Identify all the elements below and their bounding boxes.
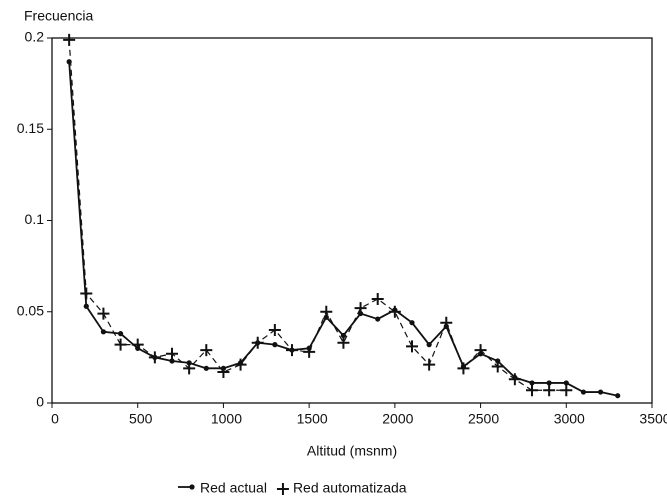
point [234,358,247,371]
point [526,384,538,397]
legend-label: Red automatizada [293,480,407,496]
point [251,336,264,349]
point [529,380,535,386]
y-tick-label: 0.05 [17,302,44,318]
point [183,362,196,375]
x-tick-label: 2000 [382,411,413,427]
point [474,344,487,357]
legend-label: Red actual [200,480,267,496]
point [440,316,453,329]
x-tick-label: 0 [51,411,59,427]
x-tick-label: 1000 [211,411,242,427]
y-tick-label: 0.15 [17,120,44,136]
point [388,305,401,318]
point [169,358,175,364]
point [375,316,381,322]
point [597,389,604,395]
point [148,351,161,364]
point [200,344,213,357]
point [546,380,552,386]
point [83,303,89,309]
point [131,338,144,351]
point [63,33,76,46]
point [97,307,110,320]
point [100,329,107,335]
y-tick-label: 0.1 [25,211,45,227]
point [114,338,127,351]
y-axis-label: Frecuencia [24,8,93,24]
x-axis-label: Altitud (msnm) [307,443,397,459]
point [580,389,587,395]
point [406,340,418,353]
point [354,302,367,315]
point [423,358,436,371]
point [203,365,209,371]
point [491,360,504,373]
point [371,292,384,305]
point [217,365,230,378]
point [560,384,573,397]
point [426,342,432,348]
x-tick-label: 2500 [468,411,499,427]
point [303,345,316,358]
x-tick-label: 3000 [554,411,585,427]
point [337,336,350,349]
legend-marker [189,484,195,490]
legend-marker [276,483,289,495]
point [320,305,333,318]
x-tick-label: 3500 [639,411,667,427]
point [166,347,178,360]
point [543,384,556,397]
y-tick-label: 0.2 [25,29,45,45]
point [340,332,347,339]
plot-frame [51,37,653,404]
point [563,380,569,386]
x-tick-label: 1500 [297,411,328,427]
point [508,373,521,386]
point [615,393,621,399]
point [457,362,470,375]
y-tick-label: 0 [36,394,44,410]
point [286,344,298,357]
point [409,320,415,326]
point [80,287,93,300]
point [117,331,124,337]
point [272,342,278,348]
series-line [68,39,567,391]
point [268,324,281,336]
x-tick-label: 500 [129,411,153,427]
